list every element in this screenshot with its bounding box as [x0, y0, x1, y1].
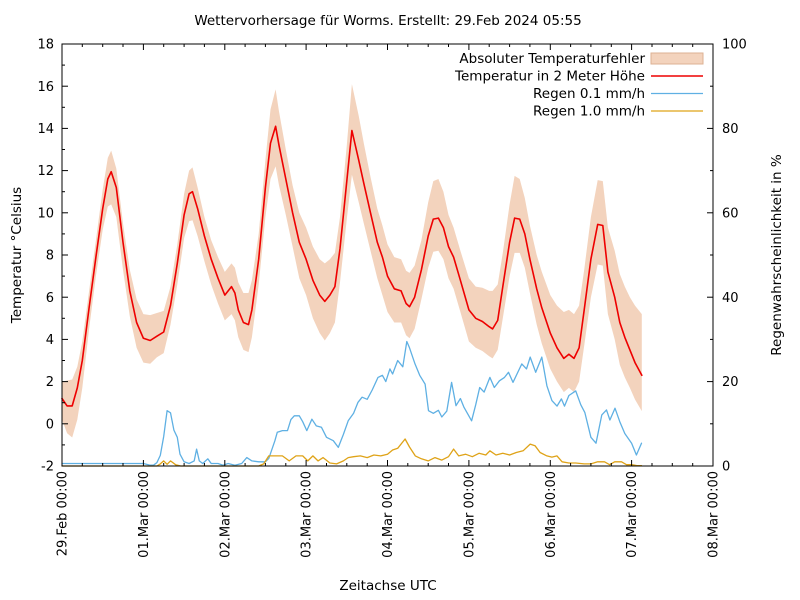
y-left-tick-label: 18 [37, 38, 54, 53]
legend-band-swatch [650, 52, 704, 65]
legend-label: Temperatur in 2 Meter Höhe [454, 69, 645, 85]
legend-item: Regen 0.1 mm/h [533, 86, 703, 102]
legend-item: Regen 1.0 mm/h [533, 104, 703, 120]
legend-item: Absoluter Temperaturfehler [459, 51, 704, 67]
temperature-line [61, 125, 643, 407]
y-right-tick-label: 80 [722, 122, 739, 137]
y-left-tick-label: 8 [46, 249, 54, 264]
y-right-tick-label: 20 [722, 375, 739, 390]
y-left-tick-label: 4 [46, 333, 54, 348]
legend-label: Regen 0.1 mm/h [533, 86, 645, 102]
x-tick-label: 04.Mar 00:00 [381, 471, 396, 558]
x-tick-label: 07.Mar 00:00 [625, 471, 640, 558]
y-left-tick-label: 6 [46, 291, 54, 306]
x-tick-label: 02.Mar 00:00 [218, 471, 233, 558]
y-left-tick-label: 16 [37, 80, 54, 95]
y-right-tick-label: 40 [722, 291, 739, 306]
x-tick-label: 08.Mar 00:00 [707, 471, 722, 558]
x-tick-label: 03.Mar 00:00 [300, 471, 315, 558]
y-right-tick-label: 100 [722, 38, 747, 53]
legend: Absoluter Temperaturfehler Temperatur in … [454, 51, 704, 120]
legend-item: Temperatur in 2 Meter Höhe [454, 69, 703, 85]
x-tick-label: 05.Mar 00:00 [462, 471, 477, 558]
y-left-tick-label: -2 [41, 460, 54, 475]
y-left-tick-label: 10 [37, 206, 54, 221]
legend-label: Regen 1.0 mm/h [533, 104, 645, 120]
axis-ticks [61, 43, 714, 467]
legend-label: Absoluter Temperaturfehler [459, 51, 645, 67]
rain-10-line [61, 438, 643, 467]
y-left-tick-label: 2 [46, 375, 54, 390]
x-tick-label: 29.Feb 00:00 [56, 471, 71, 556]
y-left-tick-label: 0 [46, 417, 54, 432]
x-tick-label: 06.Mar 00:00 [544, 471, 559, 558]
x-tick-label: 01.Mar 00:00 [137, 471, 152, 558]
rain-01-line [61, 340, 643, 466]
temperature-error-band [62, 84, 642, 438]
y-right-tick-label: 60 [722, 206, 739, 221]
x-axis-label: Zeitachse UTC [339, 578, 437, 594]
y-right-tick-label: 0 [722, 460, 730, 475]
y-left-tick-label: 12 [37, 164, 54, 179]
chart-title: Wettervorhersage für Worms. Erstellt: 29… [194, 13, 582, 29]
y-left-tick-label: 14 [37, 122, 54, 137]
